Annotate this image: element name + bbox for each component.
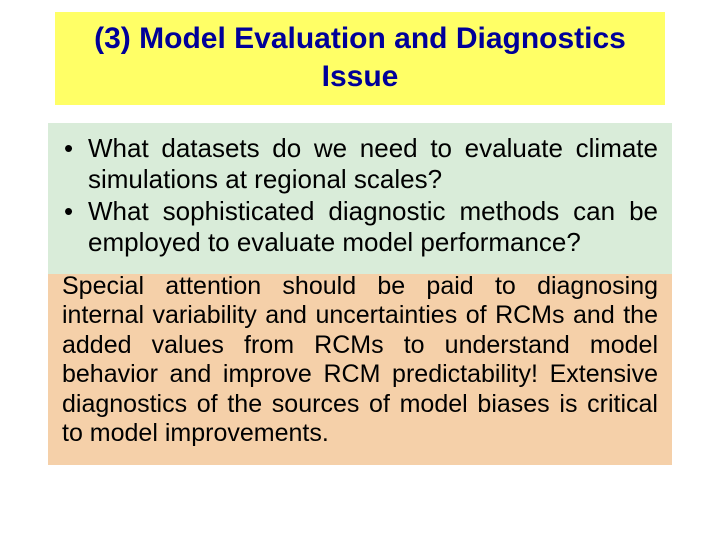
bullet-item: What datasets do we need to evaluate cli…	[88, 133, 658, 194]
paragraph-box: Special attention should be paid to diag…	[48, 260, 672, 465]
paragraph-text: Special attention should be paid to diag…	[62, 272, 658, 449]
slide-title: (3) Model Evaluation and Diagnostics Iss…	[65, 20, 655, 95]
bullet-item: What sophisticated diagnostic methods ca…	[88, 196, 658, 257]
bullet-list: What datasets do we need to evaluate cli…	[88, 133, 658, 258]
title-box: (3) Model Evaluation and Diagnostics Iss…	[55, 12, 665, 105]
bullets-box: What datasets do we need to evaluate cli…	[48, 123, 672, 274]
